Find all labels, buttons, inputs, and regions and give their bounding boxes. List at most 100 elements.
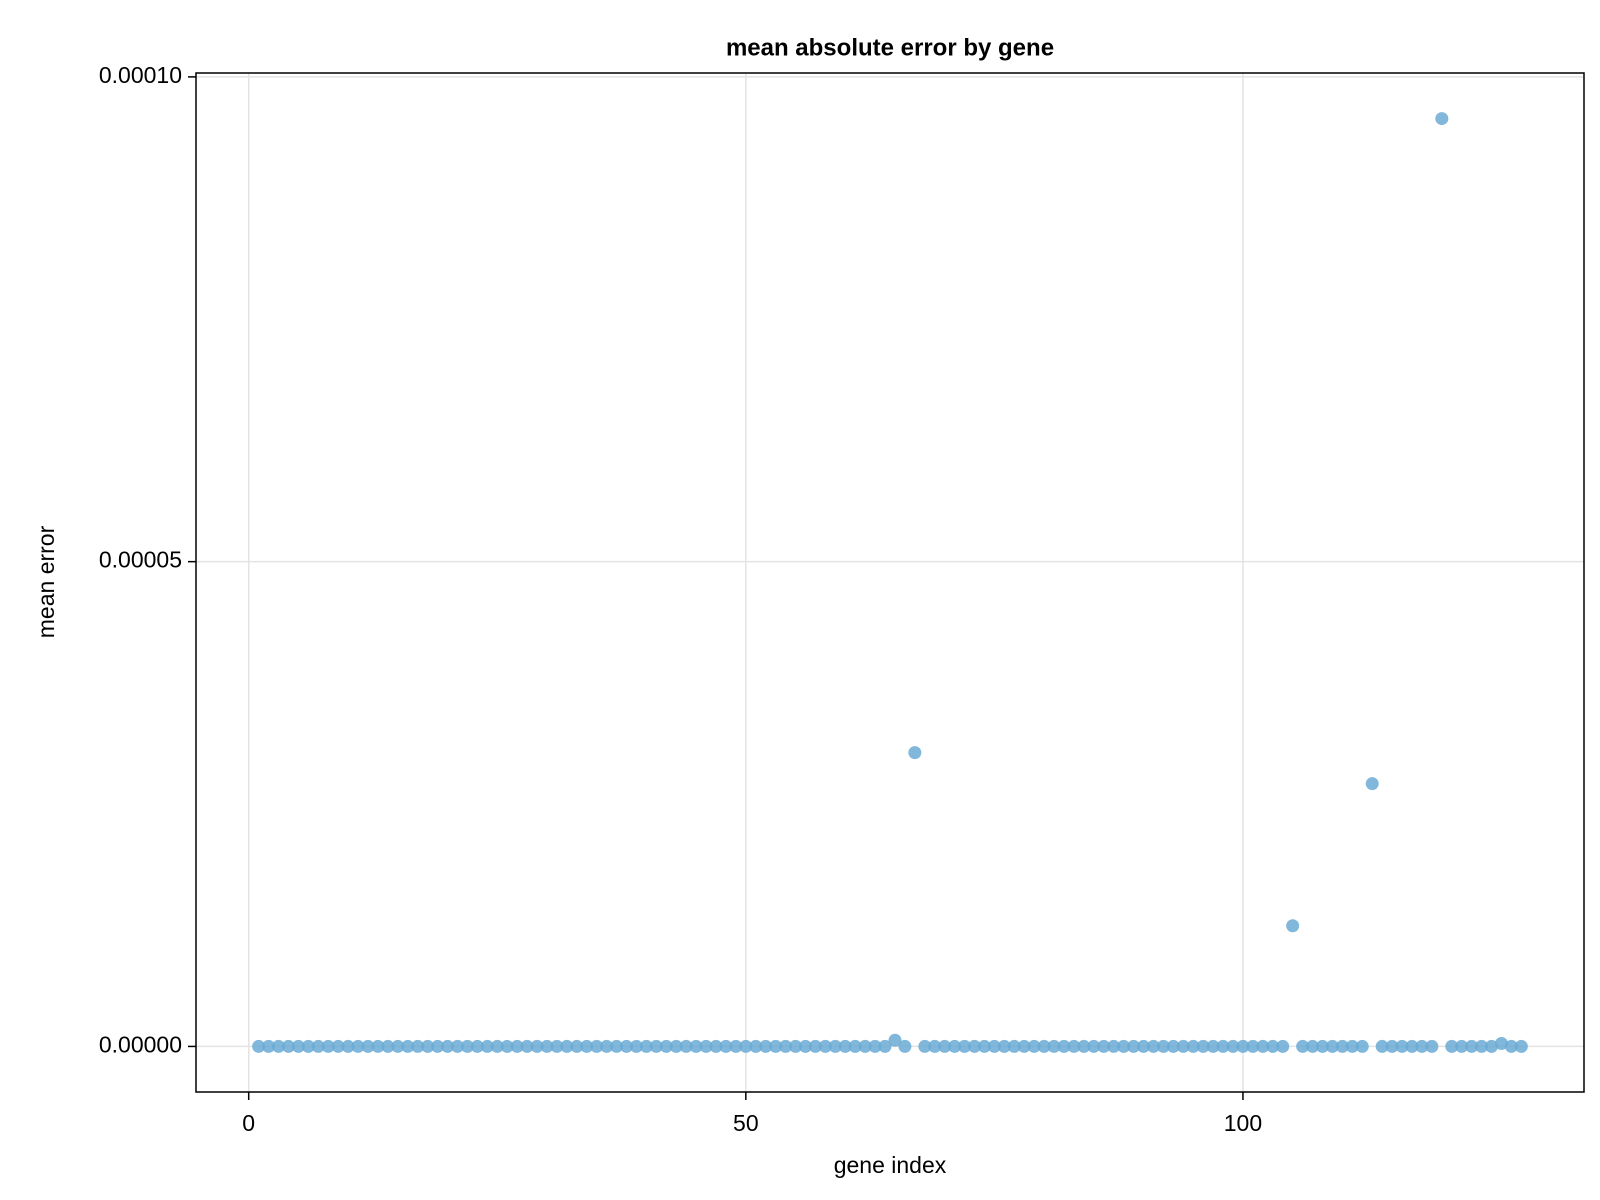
point xyxy=(1166,1039,1180,1053)
point xyxy=(1455,1039,1469,1053)
point xyxy=(341,1039,355,1053)
point xyxy=(769,1039,783,1053)
point xyxy=(1206,1039,1220,1053)
point xyxy=(679,1039,693,1053)
point xyxy=(1027,1039,1041,1053)
point xyxy=(262,1039,276,1053)
point xyxy=(311,1039,325,1053)
point xyxy=(1117,1039,1131,1053)
point xyxy=(321,1039,335,1053)
point xyxy=(460,1039,474,1053)
point xyxy=(629,1039,643,1053)
point xyxy=(689,1039,703,1053)
point xyxy=(938,1039,952,1053)
point xyxy=(1156,1039,1170,1053)
point xyxy=(709,1039,723,1053)
point xyxy=(779,1039,793,1053)
point xyxy=(1316,1039,1330,1053)
point xyxy=(1345,1039,1359,1053)
point xyxy=(1266,1039,1280,1053)
point xyxy=(838,1039,852,1053)
point xyxy=(1504,1039,1518,1053)
point xyxy=(1176,1039,1190,1053)
point xyxy=(1236,1039,1250,1053)
point xyxy=(1475,1039,1489,1053)
point xyxy=(948,1039,962,1053)
point xyxy=(391,1039,405,1053)
point xyxy=(1445,1039,1459,1053)
point xyxy=(1335,1039,1349,1053)
point xyxy=(411,1039,425,1053)
point xyxy=(928,1039,942,1053)
y-axis-label: mean error xyxy=(33,525,59,638)
point xyxy=(1107,1039,1121,1053)
point xyxy=(470,1039,484,1053)
point xyxy=(1127,1039,1141,1053)
point xyxy=(789,1039,803,1053)
point xyxy=(580,1039,594,1053)
point xyxy=(281,1039,295,1053)
point xyxy=(649,1039,663,1053)
point xyxy=(987,1039,1001,1053)
point xyxy=(1067,1039,1081,1053)
point xyxy=(590,1039,604,1053)
point xyxy=(1415,1039,1429,1053)
point xyxy=(739,1039,753,1053)
point xyxy=(1514,1039,1528,1053)
point xyxy=(798,1039,812,1053)
point xyxy=(431,1039,445,1053)
point xyxy=(441,1039,455,1053)
point xyxy=(450,1039,464,1053)
point xyxy=(918,1039,932,1053)
point xyxy=(371,1039,385,1053)
point xyxy=(1465,1039,1479,1053)
point xyxy=(480,1039,494,1053)
point xyxy=(351,1039,365,1053)
point xyxy=(669,1039,683,1053)
point xyxy=(659,1039,673,1053)
point xyxy=(490,1039,504,1053)
point xyxy=(958,1039,972,1053)
point xyxy=(1355,1039,1369,1053)
point xyxy=(301,1039,315,1053)
point xyxy=(997,1039,1011,1053)
x-tick-label: 100 xyxy=(1224,1110,1262,1136)
point xyxy=(968,1039,982,1053)
point xyxy=(818,1039,832,1053)
point xyxy=(1017,1039,1031,1053)
point xyxy=(1146,1039,1160,1053)
point xyxy=(1037,1039,1051,1053)
point xyxy=(252,1039,266,1053)
point xyxy=(828,1039,842,1053)
point xyxy=(858,1039,872,1053)
point xyxy=(381,1039,395,1053)
point xyxy=(1365,777,1379,791)
point xyxy=(808,1039,822,1053)
point xyxy=(1047,1039,1061,1053)
point xyxy=(401,1039,415,1053)
point xyxy=(510,1039,524,1053)
point xyxy=(1375,1039,1389,1053)
point xyxy=(1196,1039,1210,1053)
chart-title: mean absolute error by gene xyxy=(726,34,1054,61)
point xyxy=(1097,1039,1111,1053)
point xyxy=(361,1039,375,1053)
point xyxy=(1186,1039,1200,1053)
x-axis-label: gene index xyxy=(834,1152,947,1178)
point xyxy=(878,1039,892,1053)
point xyxy=(759,1039,773,1053)
point xyxy=(331,1039,345,1053)
point xyxy=(908,746,922,760)
y-tick-label: 0.00010 xyxy=(99,62,182,88)
point xyxy=(749,1039,763,1053)
y-tick-label: 0.00000 xyxy=(99,1032,182,1058)
point xyxy=(1435,112,1449,126)
point xyxy=(620,1039,634,1053)
point xyxy=(1425,1039,1439,1053)
point xyxy=(1296,1039,1310,1053)
point xyxy=(639,1039,653,1053)
plot-frame xyxy=(195,72,1585,1093)
x-tick-label: 50 xyxy=(733,1110,759,1136)
point xyxy=(1077,1039,1091,1053)
